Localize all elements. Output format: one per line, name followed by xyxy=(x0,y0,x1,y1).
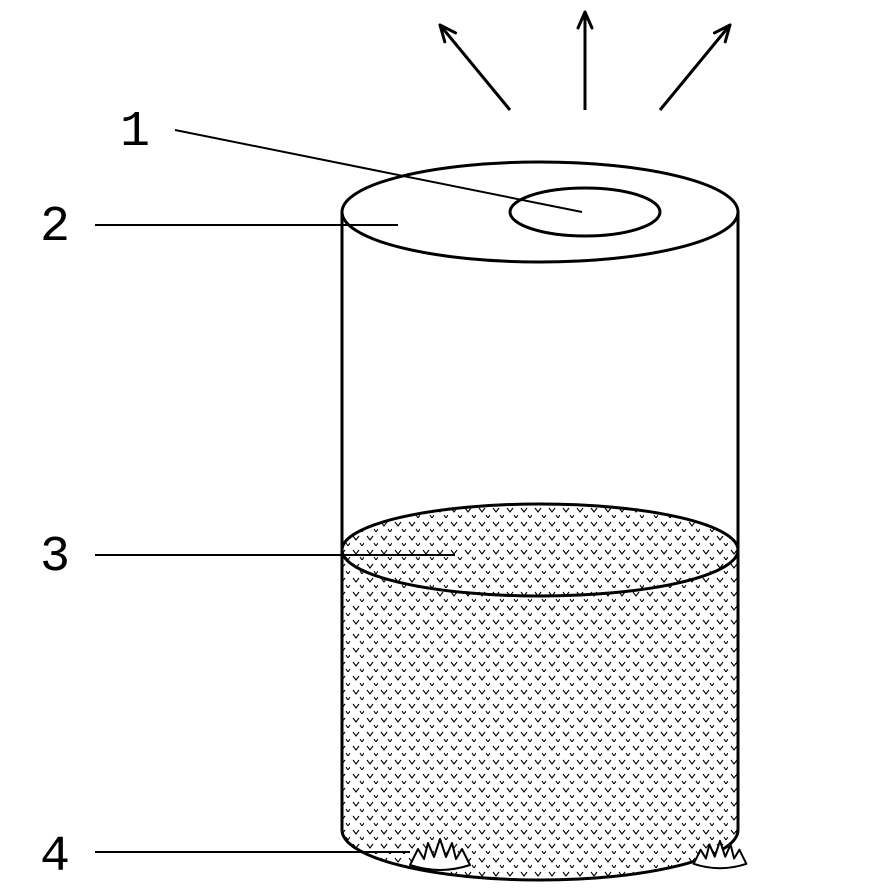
top-opening-ellipse xyxy=(510,188,660,236)
label-2-text: 2 xyxy=(40,199,70,256)
label-1-leader xyxy=(175,130,582,212)
arrow-1 xyxy=(440,25,510,110)
cylinder-top-ellipse xyxy=(342,162,738,262)
diagram-root: 12 3 4 xyxy=(40,12,746,886)
label-4-text: 4 xyxy=(40,829,70,886)
emission-arrows xyxy=(440,12,730,110)
diagram-svg: 12 3 4 xyxy=(0,0,869,894)
arrow-3 xyxy=(660,25,730,110)
label-3-text: 3 xyxy=(40,529,70,586)
label-1-text: 1 xyxy=(120,104,150,161)
